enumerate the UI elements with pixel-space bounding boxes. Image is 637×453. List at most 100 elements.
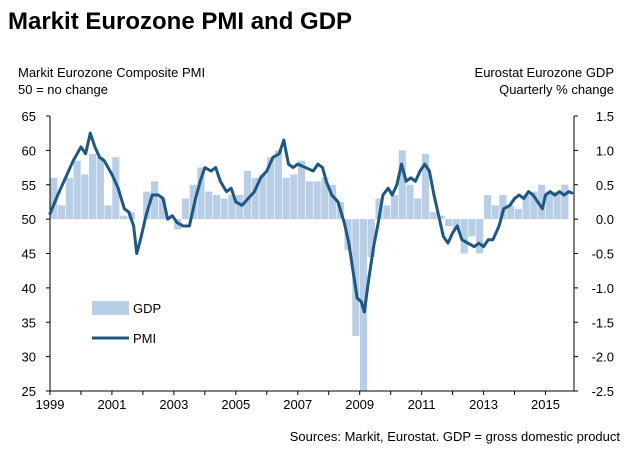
- x-tick-label: 2009: [345, 397, 374, 412]
- gdp-bar: [468, 219, 476, 237]
- gdp-bar: [50, 177, 58, 220]
- right-tick-label: -2.5: [592, 384, 614, 399]
- x-tick-label: 1999: [36, 397, 65, 412]
- gdp-bar: [561, 184, 569, 220]
- gdp-bar: [96, 157, 104, 220]
- gdp-bar: [507, 205, 515, 220]
- gdp-bar: [329, 184, 337, 220]
- gdp-bar: [243, 171, 251, 220]
- gdp-bar: [298, 160, 306, 220]
- gdp-bar: [375, 198, 383, 220]
- gdp-bar: [212, 195, 221, 220]
- legend-gdp-label: GDP: [133, 301, 161, 316]
- gdp-bar: [251, 177, 259, 220]
- gdp-bar: [414, 198, 422, 220]
- gdp-bar: [282, 177, 290, 220]
- gdp-bar: [421, 153, 430, 220]
- gdp-bar: [476, 219, 484, 254]
- x-axis-ticks: 1999 2001 2003 2005 2007 2009 2011 2013 2015: [36, 391, 560, 412]
- right-tick-label: -0.5: [592, 247, 614, 262]
- right-tick-label: 0.0: [596, 212, 614, 227]
- right-axis-label-line2: Quarterly % change: [499, 82, 614, 97]
- gdp-bar: [305, 181, 313, 220]
- x-tick-label: 2011: [408, 397, 436, 412]
- left-tick-label: 60: [22, 143, 36, 158]
- gdp-bar: [220, 198, 228, 220]
- gdp-bar: [522, 195, 530, 220]
- left-tick-label: 25: [22, 384, 36, 399]
- gdp-bar: [445, 219, 453, 227]
- chart-axes: [49, 116, 575, 392]
- left-tick-label: 50: [22, 212, 36, 227]
- gdp-bar: [398, 150, 406, 220]
- x-tick-label: 2007: [283, 397, 312, 412]
- left-tick-label: 45: [22, 247, 36, 262]
- gdp-bar: [514, 208, 522, 220]
- gdp-bar: [390, 195, 399, 220]
- left-tick-label: 65: [22, 109, 36, 124]
- gdp-bar: [313, 181, 321, 220]
- gdp-bar: [158, 198, 166, 220]
- chart-legend: GDP PMI: [92, 301, 161, 346]
- gdp-bar: [197, 167, 205, 220]
- left-axis-label-line1: Markit Eurozone Composite PMI: [18, 65, 205, 80]
- right-tick-label: 1.5: [596, 109, 614, 124]
- gdp-bar: [259, 174, 267, 220]
- pmi-line-series: [48, 131, 574, 314]
- left-axis-ticks: 65 60 55 50 45 40 35 30 25: [22, 109, 50, 399]
- gdp-bar: [267, 157, 275, 220]
- gdp-bar: [181, 198, 190, 220]
- gdp-bar: [321, 177, 329, 220]
- gdp-bar: [530, 191, 538, 220]
- gdp-bar: [538, 184, 546, 220]
- gdp-bar: [119, 215, 128, 220]
- gdp-bar: [460, 219, 468, 254]
- x-tick-label: 2015: [531, 397, 560, 412]
- left-tick-label: 55: [22, 178, 36, 193]
- right-axis-ticks: 1.5 1.0 0.5 0.0 -0.5 -1.0 -1.5 -2.0 -2.5: [574, 109, 614, 399]
- legend-pmi-label: PMI: [133, 331, 156, 346]
- gdp-bar: [290, 174, 298, 220]
- gdp-bar: [499, 195, 507, 220]
- gdp-bar: [452, 219, 461, 230]
- gdp-bar: [367, 219, 375, 257]
- x-tick-label: 2003: [159, 397, 188, 412]
- left-tick-label: 30: [22, 350, 36, 365]
- gdp-bar: [58, 205, 66, 220]
- chart-title: Markit Eurozone PMI and GDP: [8, 8, 352, 35]
- gdp-bar: [143, 191, 151, 220]
- left-axis-label-line2: 50 = no change: [18, 82, 108, 97]
- gdp-bar: [73, 160, 81, 220]
- pmi-line: [48, 131, 574, 314]
- left-tick-label: 40: [22, 281, 36, 296]
- gdp-bar: [65, 177, 73, 220]
- gdp-bar: [553, 191, 561, 220]
- gdp-bar: [228, 195, 236, 220]
- legend-gdp-swatch: [92, 301, 129, 315]
- x-tick-label: 2005: [221, 397, 250, 412]
- gdp-bar: [406, 184, 414, 220]
- gdp-bar: [112, 157, 120, 220]
- right-tick-label: -2.0: [592, 350, 614, 365]
- gdp-bar: [429, 212, 437, 220]
- gdp-bar: [205, 191, 213, 220]
- gdp-bar: [150, 181, 159, 220]
- gdp-bar: [352, 219, 360, 337]
- source-note: Sources: Markit, Eurostat. GDP = gross d…: [290, 429, 621, 444]
- gdp-bar: [81, 174, 89, 220]
- right-tick-label: -1.0: [592, 281, 614, 296]
- gdp-bar: [89, 153, 97, 220]
- left-tick-label: 35: [22, 315, 36, 330]
- right-tick-label: 1.0: [596, 143, 614, 158]
- gdp-bar: [104, 205, 112, 220]
- right-axis-label-line1: Eurostat Eurozone GDP: [475, 65, 614, 80]
- x-tick-label: 2001: [97, 397, 126, 412]
- right-tick-label: 0.5: [596, 178, 614, 193]
- gdp-bar: [236, 195, 244, 220]
- x-tick-label: 2013: [469, 397, 498, 412]
- gdp-bar-series: [50, 150, 569, 392]
- right-tick-label: -1.5: [592, 315, 614, 330]
- gdp-bar: [483, 195, 492, 220]
- gdp-bar: [274, 150, 282, 220]
